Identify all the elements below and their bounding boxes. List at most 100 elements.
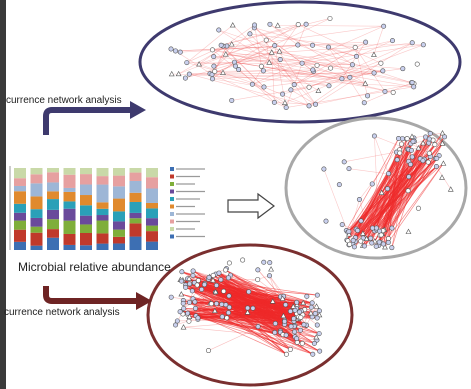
network-node (288, 323, 294, 329)
network-node (380, 68, 386, 74)
network-edge (192, 298, 287, 355)
bar-segment (14, 241, 26, 250)
network-node (414, 61, 420, 67)
network-node (211, 54, 217, 60)
network-node (385, 239, 391, 245)
network-node (298, 314, 304, 320)
network-node (179, 278, 185, 284)
network-edge (328, 46, 357, 57)
network-node (339, 76, 345, 82)
network-node (186, 299, 192, 305)
network-edge (232, 24, 295, 85)
network-edge (213, 50, 280, 67)
bar-segment (113, 175, 125, 187)
bar-segment (96, 202, 109, 209)
network-node (371, 70, 377, 76)
network-edge (209, 44, 298, 74)
network-node (272, 330, 278, 336)
network-node (290, 303, 297, 309)
bar-segment (96, 233, 109, 244)
network-edge (269, 24, 366, 84)
network-edge (209, 73, 330, 87)
network-edge (231, 86, 310, 101)
network-node (371, 133, 377, 139)
bar-segment (47, 229, 59, 238)
network-edge (211, 74, 253, 85)
network-node (313, 101, 319, 107)
network-node (352, 44, 358, 50)
network-node (420, 42, 426, 48)
network-node (288, 87, 294, 93)
bar-segment (113, 198, 125, 212)
network-node (267, 260, 273, 266)
network-node (405, 228, 412, 234)
network-edge (218, 29, 319, 91)
network-node (370, 225, 376, 231)
hollow-arrow-icon (227, 192, 275, 220)
network-node (359, 230, 366, 236)
network-node (186, 275, 192, 281)
network-node (246, 289, 252, 295)
bar-segment (63, 220, 76, 234)
network-node (415, 144, 422, 151)
arrow-bottom-head (136, 292, 152, 310)
network-node (358, 218, 364, 224)
network-node (398, 141, 404, 147)
network-edge (180, 44, 298, 53)
network-node (209, 76, 215, 82)
network-node (216, 270, 222, 276)
network-top (138, 0, 462, 124)
network-edge (271, 52, 275, 103)
network-node (213, 282, 219, 288)
network-node (400, 66, 406, 72)
network-node (303, 21, 309, 27)
network-node (263, 37, 269, 43)
network-edge (355, 149, 400, 230)
network-node (433, 163, 439, 169)
network-node (291, 316, 297, 322)
network-node (363, 235, 370, 242)
network-node (426, 136, 432, 142)
network-edge (181, 271, 301, 318)
bar-segment (146, 218, 158, 226)
network-node (299, 60, 305, 66)
bar-segment (146, 177, 158, 189)
network-node (434, 155, 440, 161)
network-node (347, 241, 353, 247)
network-node (218, 42, 224, 48)
bottom-arrow-label: currence network analysis (4, 307, 120, 318)
network-node (390, 89, 396, 95)
network-edge (209, 27, 255, 74)
network-edge (218, 272, 313, 304)
network-node (211, 307, 218, 314)
network-edge (211, 18, 331, 75)
network-node (349, 62, 355, 68)
network-edge (370, 155, 440, 239)
network-node (228, 41, 235, 47)
network-node (369, 181, 375, 187)
bar-segment (30, 245, 43, 250)
network-node (409, 133, 415, 139)
network-node (271, 99, 277, 105)
network-node (306, 84, 312, 90)
bar-segment (30, 217, 43, 227)
network-node (336, 182, 342, 188)
network-edge (274, 45, 287, 108)
arrow-to-top-network (43, 101, 146, 135)
bar-segment (129, 218, 142, 224)
network-edge (234, 24, 299, 63)
network-edge (213, 275, 298, 317)
network-node (439, 140, 446, 146)
bar-segment (80, 245, 92, 250)
network-node (192, 299, 198, 305)
network-node (233, 63, 239, 69)
network-node (426, 140, 432, 146)
network-node (426, 150, 432, 156)
network-node (361, 100, 367, 106)
network-node (310, 67, 316, 73)
arrow-to-right-network (227, 192, 275, 220)
bar-segment (80, 184, 92, 196)
network-edge (189, 72, 375, 75)
network-edge (383, 163, 444, 245)
legend-swatch (170, 219, 174, 224)
